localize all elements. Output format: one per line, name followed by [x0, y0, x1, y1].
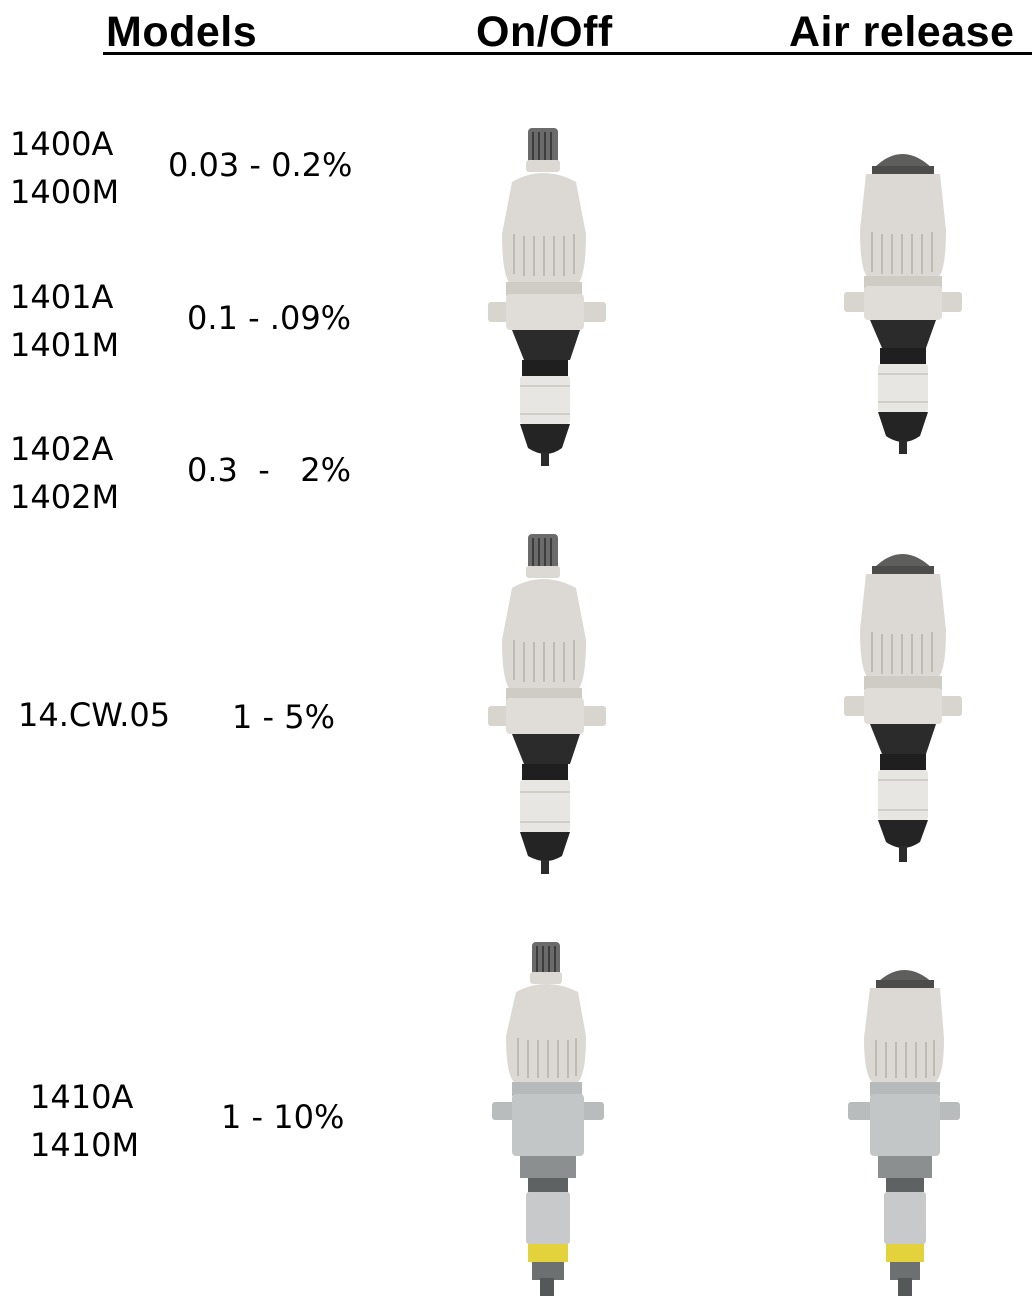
model-code: 1402M: [10, 478, 120, 516]
model-group-1402: 1402A 1402M: [10, 425, 119, 521]
model-group-1400: 1400A 1400M: [10, 120, 119, 216]
pump-image-on-off: [488, 534, 606, 874]
header-models: Models: [106, 8, 258, 56]
model-group-1401: 1401A 1401M: [10, 273, 119, 369]
model-code: 1401M: [10, 326, 120, 364]
model-group-1410: 1410A 1410M: [30, 1073, 139, 1169]
header-on-off: On/Off: [476, 8, 613, 56]
pump-image-on-off: [492, 942, 604, 1296]
model-code: 14.CW.05: [18, 696, 171, 734]
model-code: 1402A: [10, 430, 114, 468]
dilution-range: 0.3 - 2%: [187, 451, 352, 489]
pump-image-air-release: [848, 970, 960, 1296]
model-code: 1401A: [10, 278, 114, 316]
model-code: 1410A: [30, 1078, 134, 1116]
dilution-range: 0.1 - .09%: [187, 299, 352, 337]
model-code: 1400A: [10, 125, 114, 163]
model-code: 1400M: [10, 173, 120, 211]
header-underline: [103, 52, 1032, 55]
pump-image-air-release: [844, 554, 962, 862]
dilution-range: 1 - 10%: [221, 1098, 345, 1136]
header-air-release: Air release: [789, 8, 1015, 56]
dilution-range: 0.03 - 0.2%: [168, 146, 353, 184]
dilution-range: 1 - 5%: [232, 698, 336, 736]
pump-image-air-release: [844, 154, 962, 454]
pump-image-on-off: [488, 128, 606, 466]
model-code: 1410M: [30, 1126, 140, 1164]
